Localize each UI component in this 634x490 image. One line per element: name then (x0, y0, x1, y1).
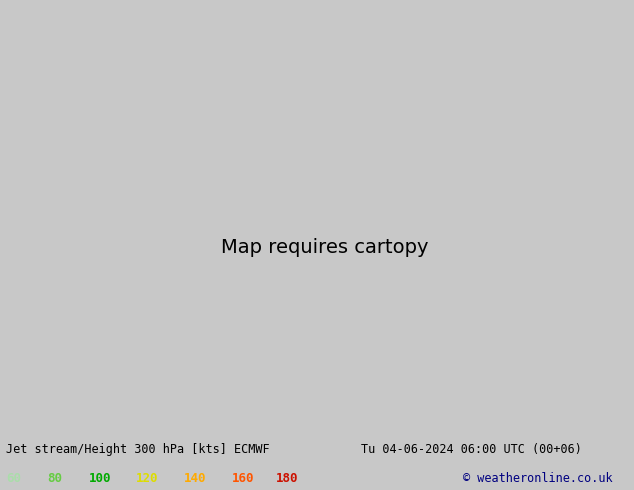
Text: 160: 160 (231, 472, 254, 485)
Text: 180: 180 (276, 472, 298, 485)
Text: 60: 60 (6, 472, 22, 485)
Text: 80: 80 (48, 472, 63, 485)
Text: © weatheronline.co.uk: © weatheronline.co.uk (463, 472, 612, 485)
Text: 140: 140 (184, 472, 206, 485)
Text: 100: 100 (89, 472, 111, 485)
Text: 120: 120 (136, 472, 158, 485)
Text: Jet stream/Height 300 hPa [kts] ECMWF: Jet stream/Height 300 hPa [kts] ECMWF (6, 443, 270, 456)
Text: Map requires cartopy: Map requires cartopy (221, 238, 429, 257)
Text: Tu 04-06-2024 06:00 UTC (00+06): Tu 04-06-2024 06:00 UTC (00+06) (361, 443, 582, 456)
